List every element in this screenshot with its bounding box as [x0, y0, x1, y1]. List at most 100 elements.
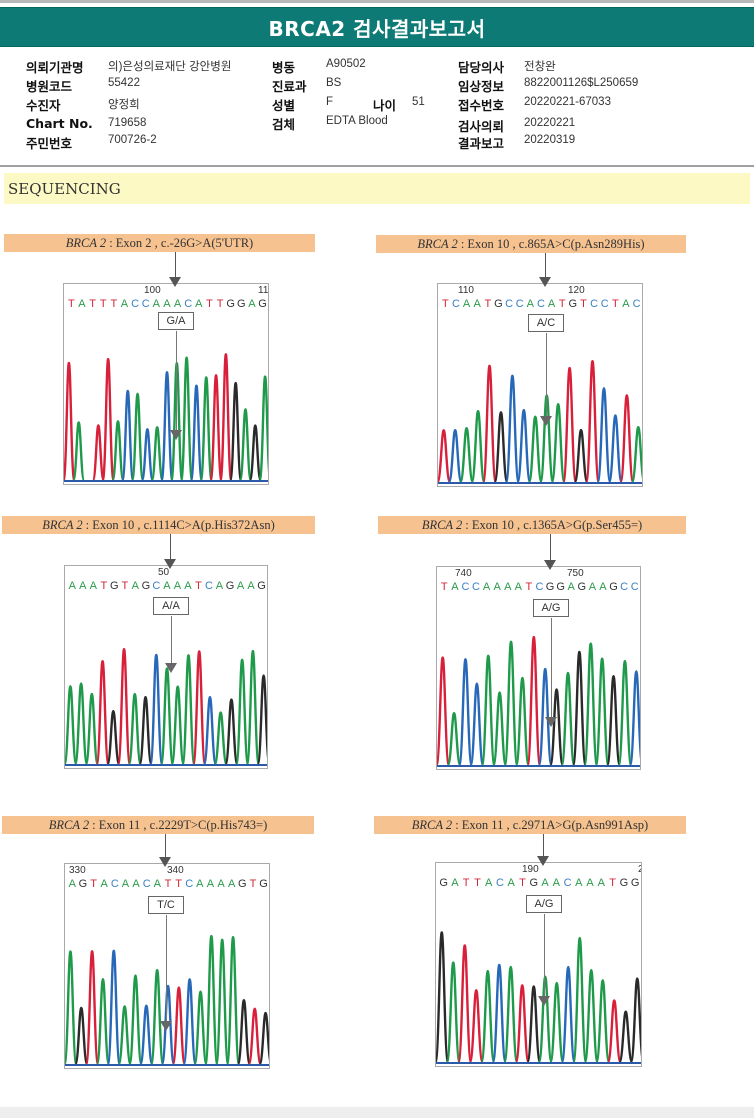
base-call: T — [525, 581, 533, 593]
base-call: A — [541, 877, 549, 889]
trace-peak — [138, 695, 153, 766]
base-call: T — [99, 298, 107, 310]
value-report-date: 20220319 — [524, 134, 576, 146]
trace-peak — [140, 428, 154, 482]
base-call: A — [68, 580, 76, 592]
base-call: C — [632, 298, 641, 310]
base-call: G — [259, 878, 268, 890]
value-sex: F — [326, 96, 334, 108]
base-call: A — [228, 878, 236, 890]
trace-peak — [256, 674, 267, 766]
trace-peak — [445, 961, 461, 1064]
base-call: A — [451, 581, 459, 593]
trace-peak — [549, 688, 565, 767]
trace-peak — [199, 376, 213, 482]
base-call: C — [505, 298, 514, 310]
value-receipt-no: 20220221-67033 — [524, 96, 611, 108]
pointer-line — [545, 253, 546, 279]
genotype-label: G/A — [158, 312, 194, 330]
base-call: G — [529, 877, 539, 889]
base-call: A — [247, 580, 255, 592]
trace-peak — [482, 364, 497, 484]
base-call: C — [495, 877, 504, 889]
base-call: T — [110, 298, 118, 310]
trace-peak — [503, 640, 519, 767]
trace-peak — [193, 990, 208, 1066]
label-clinical-info: 임상정보 — [458, 79, 505, 94]
chromatogram: 110 120 T C A A T G C C A C A T G T C C T A C A/C — [437, 283, 643, 487]
value-specimen: EDTA Blood — [326, 115, 388, 127]
sequencing-title: SEQUENCING — [8, 179, 121, 198]
base-call: A — [173, 298, 182, 310]
trace-peak — [549, 981, 565, 1064]
genotype-pointer-line — [551, 618, 552, 717]
trace-peak — [225, 935, 241, 1066]
base-call: A — [173, 580, 182, 592]
base-call: C — [461, 581, 470, 593]
trace-peak — [101, 357, 115, 482]
trace-peak — [594, 657, 610, 767]
base-call: T — [164, 878, 172, 890]
base-call: G — [609, 581, 618, 593]
base-call: C — [110, 878, 119, 890]
base-call: A — [462, 298, 471, 310]
trace-peak — [629, 977, 641, 1064]
arrow-down-icon — [537, 856, 549, 866]
trace-peak — [72, 421, 86, 482]
trace-peak — [238, 408, 253, 482]
variant-label: BRCA 2: Exon 11 , c.2229T>C(p.His743=) — [2, 816, 314, 834]
trace-peak — [127, 692, 142, 766]
chromatogram: 100 11 T A T T T A C C A A A C A T T G G A G G/A — [63, 283, 269, 485]
trace-peak — [470, 409, 486, 484]
trace-peak — [258, 375, 268, 482]
base-call: A — [131, 580, 140, 592]
base-call: T — [216, 298, 224, 310]
trace-peak — [571, 650, 587, 767]
section-divider — [0, 165, 754, 167]
base-call: C — [590, 298, 599, 310]
base-call: A — [217, 878, 225, 890]
pointer-line — [175, 252, 176, 279]
pointer-line — [170, 534, 171, 561]
trace-peak — [585, 359, 600, 484]
base-call: A — [152, 298, 160, 310]
variant-description: : Exon 10 , c.865A>C(p.Asn289His) — [460, 236, 645, 251]
value-hospital-code: 55422 — [108, 77, 140, 89]
base-call: G — [630, 877, 640, 889]
trace-peak — [628, 670, 640, 767]
trace-peak — [247, 1007, 262, 1066]
trace-peak — [213, 711, 228, 766]
trace-peak — [229, 381, 243, 482]
trace-peak — [65, 950, 78, 1066]
trace-peak — [182, 978, 197, 1066]
base-call: C — [620, 581, 629, 593]
base-call: G — [225, 580, 235, 592]
trace-peak — [159, 667, 175, 766]
trace-peak — [550, 403, 566, 484]
trace-peak — [170, 362, 184, 482]
label-resident-no: 주민번호 — [26, 136, 73, 151]
trace-peak — [95, 659, 110, 766]
base-call: A — [79, 580, 87, 592]
variant-label: BRCA 2: Exon 10 , c.865A>C(p.Asn289His) — [376, 235, 686, 253]
chromatogram: 740 750 T A C C A A A A T C G G A G A A G C C A/G — [436, 566, 641, 770]
base-call: T — [580, 298, 587, 310]
base-call: A — [195, 298, 203, 310]
label-receipt-no: 접수번호 — [458, 98, 505, 113]
base-call: C — [142, 878, 151, 890]
base-call: A — [206, 878, 215, 890]
trace-peak — [537, 975, 553, 1064]
label-chart-no: Chart No. — [26, 116, 93, 131]
value-age: 51 — [412, 96, 425, 108]
arrow-down-icon — [539, 277, 551, 287]
trace-peak — [458, 658, 473, 767]
variant-description: : Exon 11 , c.2229T>C(p.His743=) — [92, 817, 268, 832]
base-call: A — [68, 878, 76, 890]
trace-peak — [95, 977, 111, 1066]
trace-peak — [583, 969, 599, 1064]
label-report-date: 결과보고 — [458, 136, 505, 151]
trace-peak — [245, 649, 260, 766]
variant-description: : Exon 10 , c.1365A>G(p.Ser455=) — [465, 517, 643, 532]
